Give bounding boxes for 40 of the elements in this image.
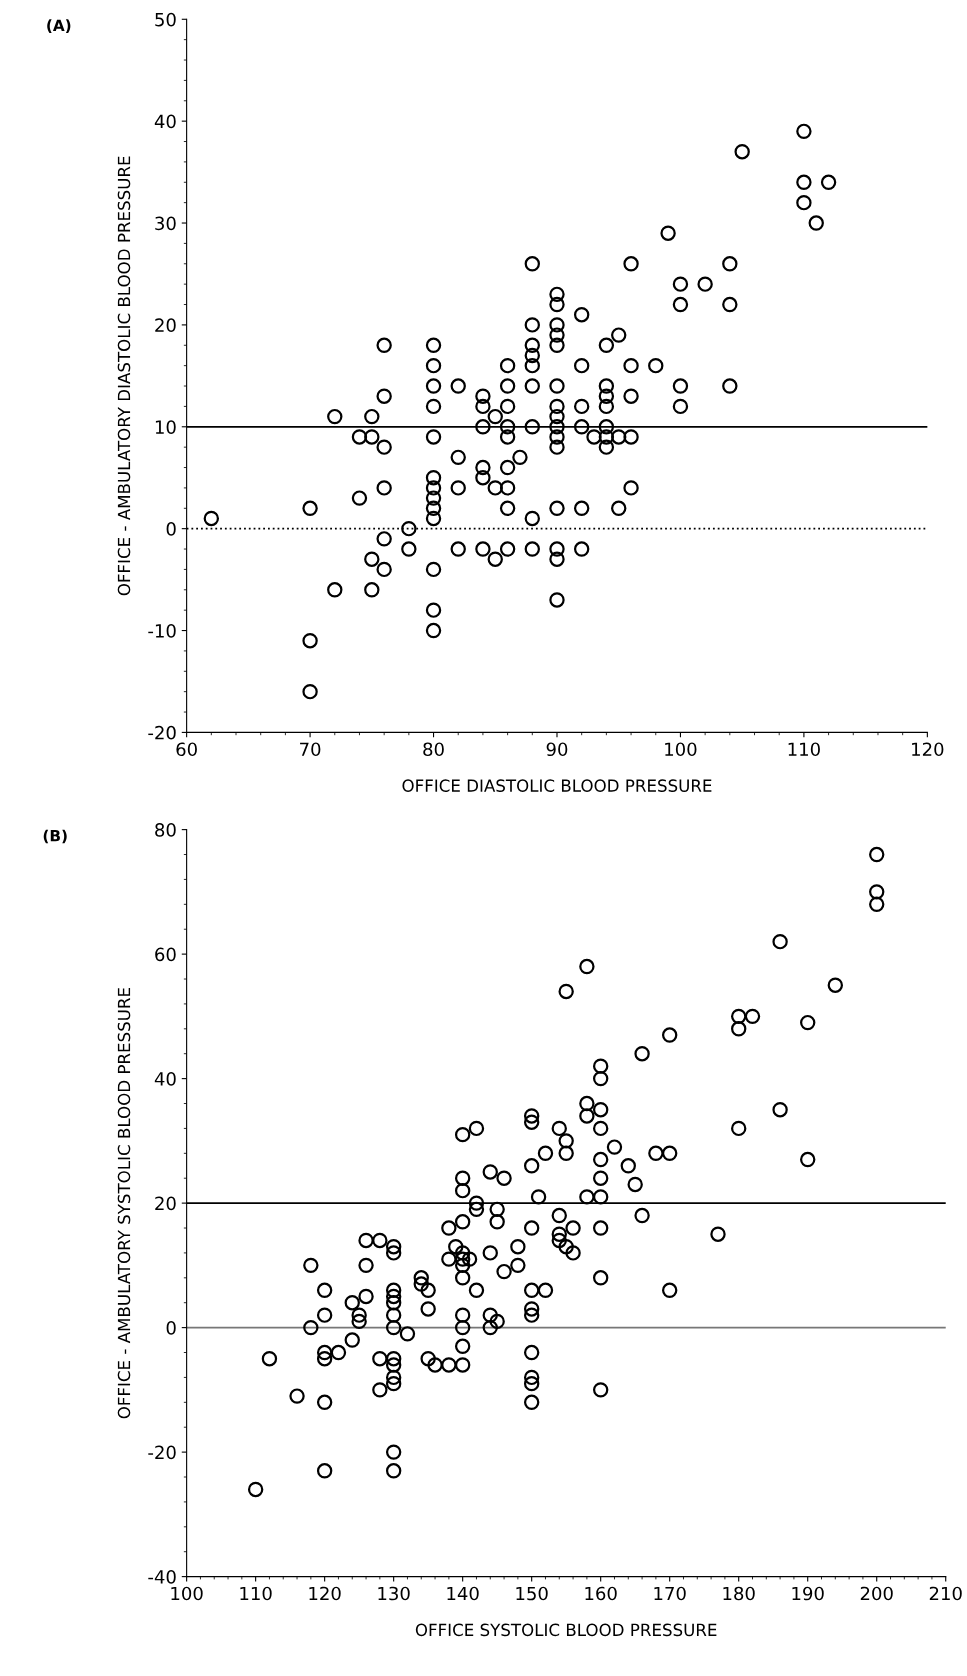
text: (A) [47,19,71,33]
y-tick-label: 0 [166,1321,176,1335]
x-tick-label: 110 [788,742,820,757]
y-tick-label: 50 [155,12,176,27]
x-tick-label: 90 [546,742,568,757]
x-tick-label: 140 [447,1586,479,1601]
x-tick-label: 110 [240,1586,272,1601]
x-axis-title: OFFICE SYSTOLIC BLOOD PRESSURE [415,1623,717,1637]
y-tick-label: -20 [148,725,176,740]
x-tick-label: 160 [585,1586,617,1601]
y-tick-label: 40 [154,114,176,129]
text: (B) [43,829,67,844]
y-tick-label: 20 [155,1196,176,1211]
x-tick-label: 130 [378,1586,410,1601]
y-tick-label: 10 [155,420,176,434]
y-tick-label: 60 [155,947,176,962]
x-tick-label: 60 [176,742,197,757]
x-tick-label: 200 [860,1586,893,1601]
y-tick-label: 20 [155,318,176,333]
x-tick-label: 70 [300,742,321,757]
x-tick-label: 100 [171,1586,203,1601]
y-tick-label: -10 [148,623,176,638]
x-tick-label: 100 [665,742,697,757]
y-tick-label: 30 [155,216,176,231]
x-tick-label: 190 [792,1586,824,1601]
y-tick-label: -20 [148,1445,176,1460]
x-tick-label: 120 [912,742,944,757]
x-tick-label: 150 [516,1586,548,1601]
x-tick-label: 180 [723,1586,755,1601]
x-tick-label: 210 [929,1586,962,1601]
y-tick-label: 40 [154,1072,176,1086]
y-tick-label: 0 [166,522,176,536]
y-tick-label: 80 [155,823,176,837]
x-axis-title: OFFICE DIASTOLIC BLOOD PRESSURE [402,779,712,792]
y-axis-title: OFFICE - AMBULATORY DIASTOLIC BLOOD PRESSURE [117,156,131,596]
y-axis-title: OFFICE - AMBULATORY SYSTOLIC BLOOD PRESSURE [117,988,131,1419]
x-tick-label: 120 [309,1586,341,1601]
x-tick-label: 170 [654,1586,686,1601]
y-tick-label: -40 [148,1570,176,1584]
x-tick-label: 80 [423,742,444,757]
